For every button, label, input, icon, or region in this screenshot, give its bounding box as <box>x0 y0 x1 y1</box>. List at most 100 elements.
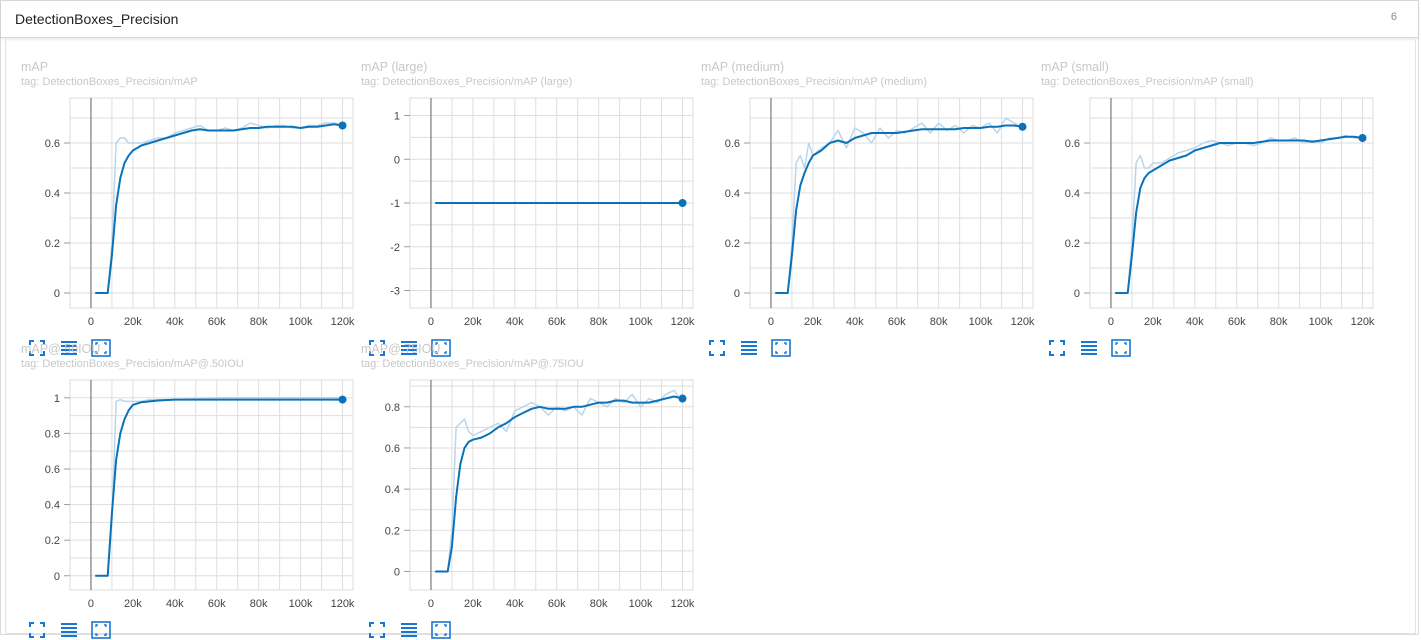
x-tick-label: 120k <box>1011 316 1035 328</box>
fit-domain-icon <box>29 622 45 638</box>
x-tick-label: 40k <box>166 316 184 328</box>
x-tick-label: 20k <box>464 598 482 610</box>
log-scale-button[interactable] <box>59 620 79 640</box>
x-tick-label: 40k <box>166 598 184 610</box>
expand-icon <box>771 339 791 357</box>
expand-chart-button[interactable] <box>1111 338 1131 358</box>
x-tick-label: 20k <box>124 316 142 328</box>
fit-domain-button[interactable] <box>367 338 387 358</box>
x-tick-label: 40k <box>506 598 524 610</box>
chart-title: mAP (medium) <box>701 60 785 74</box>
plot-border <box>69 379 354 591</box>
y-tick-label: -1 <box>390 198 400 210</box>
smoothed-series-line <box>775 124 1023 294</box>
expand-chart-button[interactable] <box>431 620 451 640</box>
y-tick-label: 0.6 <box>45 138 60 150</box>
raw-series-line <box>1115 134 1363 294</box>
x-tick-label: 100k <box>969 316 993 328</box>
line-chart[interactable]: 1 0 -1 -2 -3 0 20k 40k 60k 80k 100k 120k <box>361 90 697 340</box>
smoothed-series-line <box>95 123 343 294</box>
line-chart[interactable]: 0 0.2 0.4 0.6 0 20k 40k 60k 80k 100k 120k <box>21 90 357 340</box>
chart-tag: tag: DetectionBoxes_Precision/mAP@.50IOU <box>21 358 244 370</box>
fit-domain-button[interactable] <box>367 620 387 640</box>
y-tick-label: -3 <box>390 286 400 298</box>
log-scale-button[interactable] <box>59 338 79 358</box>
y-tick-label: 0.6 <box>45 464 60 476</box>
x-tick-label: 80k <box>930 316 948 328</box>
fit-domain-icon <box>1049 340 1065 356</box>
log-scale-icon <box>741 341 757 355</box>
log-scale-button[interactable] <box>1079 338 1099 358</box>
y-tick-label: 0.8 <box>385 402 400 414</box>
x-tick-label: 0 <box>88 316 94 328</box>
fit-domain-button[interactable] <box>27 620 47 640</box>
y-tick-label: 0.6 <box>1065 138 1080 150</box>
log-scale-button[interactable] <box>739 338 759 358</box>
log-scale-icon <box>401 623 417 637</box>
chart-card: mAP (small) tag: DetectionBoxes_Precision… <box>1041 60 1381 357</box>
chart-title: mAP <box>21 60 49 74</box>
line-chart[interactable]: 0 0.2 0.4 0.6 0 20k 40k 60k 80k 100k 120k <box>701 90 1037 340</box>
log-scale-button[interactable] <box>399 338 419 358</box>
log-scale-icon <box>61 341 77 355</box>
x-tick-label: 80k <box>590 316 608 328</box>
y-tick-label: 0.4 <box>385 484 400 496</box>
line-chart[interactable]: 0 0.2 0.4 0.6 0 20k 40k 60k 80k 100k 120k <box>1041 90 1377 340</box>
fit-domain-icon <box>29 340 45 356</box>
y-tick-label: 0.4 <box>45 188 60 200</box>
group-header[interactable]: DetectionBoxes_Precision 6 <box>1 1 1418 38</box>
expand-chart-button[interactable] <box>431 338 451 358</box>
x-tick-label: 100k <box>629 316 653 328</box>
x-tick-label: 0 <box>1108 316 1114 328</box>
y-tick-label: 0.8 <box>45 428 60 440</box>
fit-domain-icon <box>369 340 385 356</box>
log-scale-button[interactable] <box>399 620 419 640</box>
expand-icon <box>431 621 451 639</box>
x-tick-label: 100k <box>289 598 313 610</box>
raw-series-line <box>775 117 1023 294</box>
expand-chart-button[interactable] <box>771 338 791 358</box>
grid <box>1090 98 1373 308</box>
x-tick-label: 80k <box>250 316 268 328</box>
x-tick-label: 100k <box>289 316 313 328</box>
plot-border <box>749 97 1034 309</box>
y-tick-label: 0 <box>54 571 60 583</box>
y-tick-label: 0.6 <box>385 443 400 455</box>
plot-border <box>1089 97 1374 309</box>
fit-domain-button[interactable] <box>707 338 727 358</box>
fit-domain-button[interactable] <box>27 338 47 358</box>
x-tick-label: 0 <box>88 598 94 610</box>
grid <box>70 379 353 590</box>
x-tick-label: 60k <box>548 316 566 328</box>
last-point-marker <box>338 395 347 404</box>
x-tick-label: 20k <box>804 316 822 328</box>
x-tick-label: 120k <box>671 598 695 610</box>
x-tick-label: 60k <box>1228 316 1246 328</box>
x-tick-label: 20k <box>124 598 142 610</box>
y-tick-label: 0 <box>734 288 740 300</box>
last-point-marker <box>1358 134 1367 142</box>
x-tick-label: 0 <box>768 316 774 328</box>
x-tick-label: 60k <box>548 598 566 610</box>
log-scale-icon <box>1081 341 1097 355</box>
x-tick-label: 60k <box>888 316 906 328</box>
expand-icon <box>1111 339 1131 357</box>
expand-icon <box>91 339 111 357</box>
grid <box>750 98 1033 308</box>
y-tick-label: 0.2 <box>1065 238 1080 250</box>
line-chart[interactable]: 0 0.2 0.4 0.6 0.8 1 0 20k 40k 60k 80k 100k 120k <box>21 372 357 622</box>
group-title: DetectionBoxes_Precision <box>15 11 179 27</box>
fit-domain-button[interactable] <box>1047 338 1067 358</box>
expand-chart-button[interactable] <box>91 338 111 358</box>
smoothed-series-line <box>1115 135 1363 294</box>
y-tick-label: 0.2 <box>385 525 400 537</box>
x-tick-label: 80k <box>250 598 268 610</box>
expand-chart-button[interactable] <box>91 620 111 640</box>
chart-tag: tag: DetectionBoxes_Precision/mAP (large… <box>361 76 573 88</box>
chart-tag: tag: DetectionBoxes_Precision/mAP (small… <box>1041 76 1254 88</box>
chart-tag: tag: DetectionBoxes_Precision/mAP@.75IOU <box>361 358 584 370</box>
smoothed-series-line <box>95 398 343 577</box>
group-content <box>5 39 1416 634</box>
line-chart[interactable]: 0 0.2 0.4 0.6 0.8 0 20k 40k 60k 80k 100k 120k <box>361 372 697 622</box>
